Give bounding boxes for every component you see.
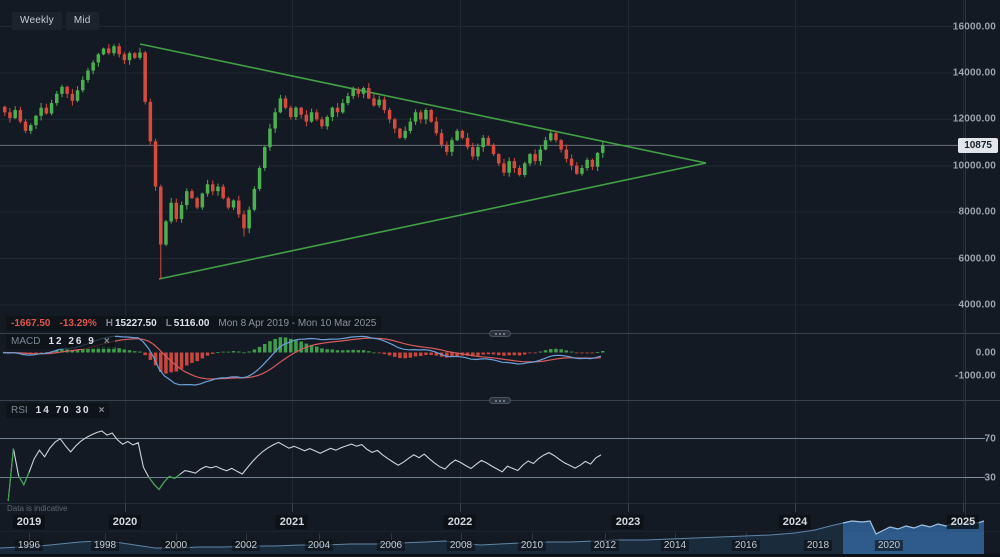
ohlc-info-bar: -1667.50 -13.29% H 15227.50 L 5116.00 Mo…: [6, 316, 382, 331]
navigator-axis-label: 2020: [874, 540, 904, 551]
price-axis-label: 8000.00: [958, 206, 996, 218]
candlestick-series: [3, 43, 605, 279]
time-axis-label: 2019: [12, 515, 46, 529]
change-percent: -13.29%: [59, 318, 97, 329]
period-select-button[interactable]: Weekly: [12, 12, 62, 30]
rsi-indicator-chip: RSI 14 70 30 ×: [6, 403, 110, 418]
rsi-axis-label: 30: [984, 472, 996, 483]
price-axis-label: 12000.00: [952, 113, 996, 125]
price-axis-label: 6000.00: [958, 253, 996, 264]
navigator-selection[interactable]: [843, 532, 984, 554]
macd-indicator-chip: MACD 12 26 9 ×: [6, 334, 115, 349]
time-axis-label: 2024: [778, 515, 812, 529]
time-axis-label: 2021: [275, 515, 309, 529]
rsi-axis-label: 70: [984, 433, 996, 444]
rsi-line: [7, 430, 602, 502]
macd-histogram: [3, 337, 605, 374]
time-axis-label: 2020: [108, 515, 142, 529]
navigator-axis-label: 2002: [231, 540, 261, 551]
navigator-axis-label: 1996: [14, 540, 44, 551]
change-value: -1667.50: [11, 318, 51, 329]
navigator-axis-label: 2012: [590, 540, 620, 551]
navigator-axis-label: 2004: [304, 540, 334, 551]
time-axis-label: 2022: [443, 515, 477, 529]
high-label: H: [105, 318, 113, 329]
triangle-drawing[interactable]: [139, 43, 707, 280]
rsi-remove-button[interactable]: ×: [98, 405, 105, 416]
macd-name: MACD: [11, 336, 41, 347]
time-axis-label: 2023: [611, 515, 645, 529]
navigator-axis-label: 2010: [517, 540, 547, 551]
price-axis-label: 14000.00: [952, 67, 996, 79]
current-price-badge: 10875: [958, 138, 998, 153]
price-type-button[interactable]: Mid: [65, 12, 99, 30]
pane-resize-handle-rsi[interactable]: [489, 397, 511, 404]
data-indicative-note: Data is indicative: [7, 504, 68, 513]
price-axis-label: 10000.00: [952, 160, 996, 172]
rsi-oversold-segment: [169, 473, 181, 480]
rsi-level-lines: [0, 438, 985, 478]
rsi-oversold-segment: [18, 472, 30, 487]
low-label: L: [165, 318, 172, 329]
navigator-axis-label: 1998: [90, 540, 120, 551]
time-axis-ticks: [29, 503, 964, 540]
rsi-name: RSI: [11, 405, 28, 416]
macd-remove-button[interactable]: ×: [103, 336, 110, 347]
date-range: Mon 8 Apr 2019 - Mon 10 Mar 2025: [218, 318, 377, 329]
price-axis-label: 16000.00: [952, 21, 996, 32]
navigator-axis-label: 2000: [161, 540, 191, 551]
macd-params: 12 26 9: [48, 336, 96, 347]
rsi-oversold-segment: [7, 448, 14, 502]
chart-toolbar: Weekly Mid: [12, 12, 99, 30]
navigator-axis-label: 2016: [731, 540, 761, 551]
high-pair: H 15227.50: [106, 318, 157, 329]
pane-resize-handle-macd[interactable]: [489, 330, 511, 337]
navigator-axis-label: 2014: [660, 540, 690, 551]
low-pair: L 5116.00: [166, 318, 210, 329]
rsi-oversold-segment: [148, 475, 170, 491]
price-axis-label: 4000.00: [958, 299, 996, 311]
high-value: 15227.50: [114, 318, 157, 329]
time-axis-label: 2025: [946, 515, 980, 529]
navigator-axis-label: 2006: [376, 540, 406, 551]
navigator-baseline-strip: [0, 554, 1000, 557]
rsi-params: 14 70 30: [35, 405, 91, 416]
low-value: 5116.00: [173, 318, 210, 329]
macd-axis-label: -1000.00: [954, 370, 996, 381]
navigator-axis-label: 2008: [446, 540, 476, 551]
macd-axis-label: 0.00: [975, 347, 996, 358]
navigator-axis-label: 2018: [803, 540, 833, 551]
